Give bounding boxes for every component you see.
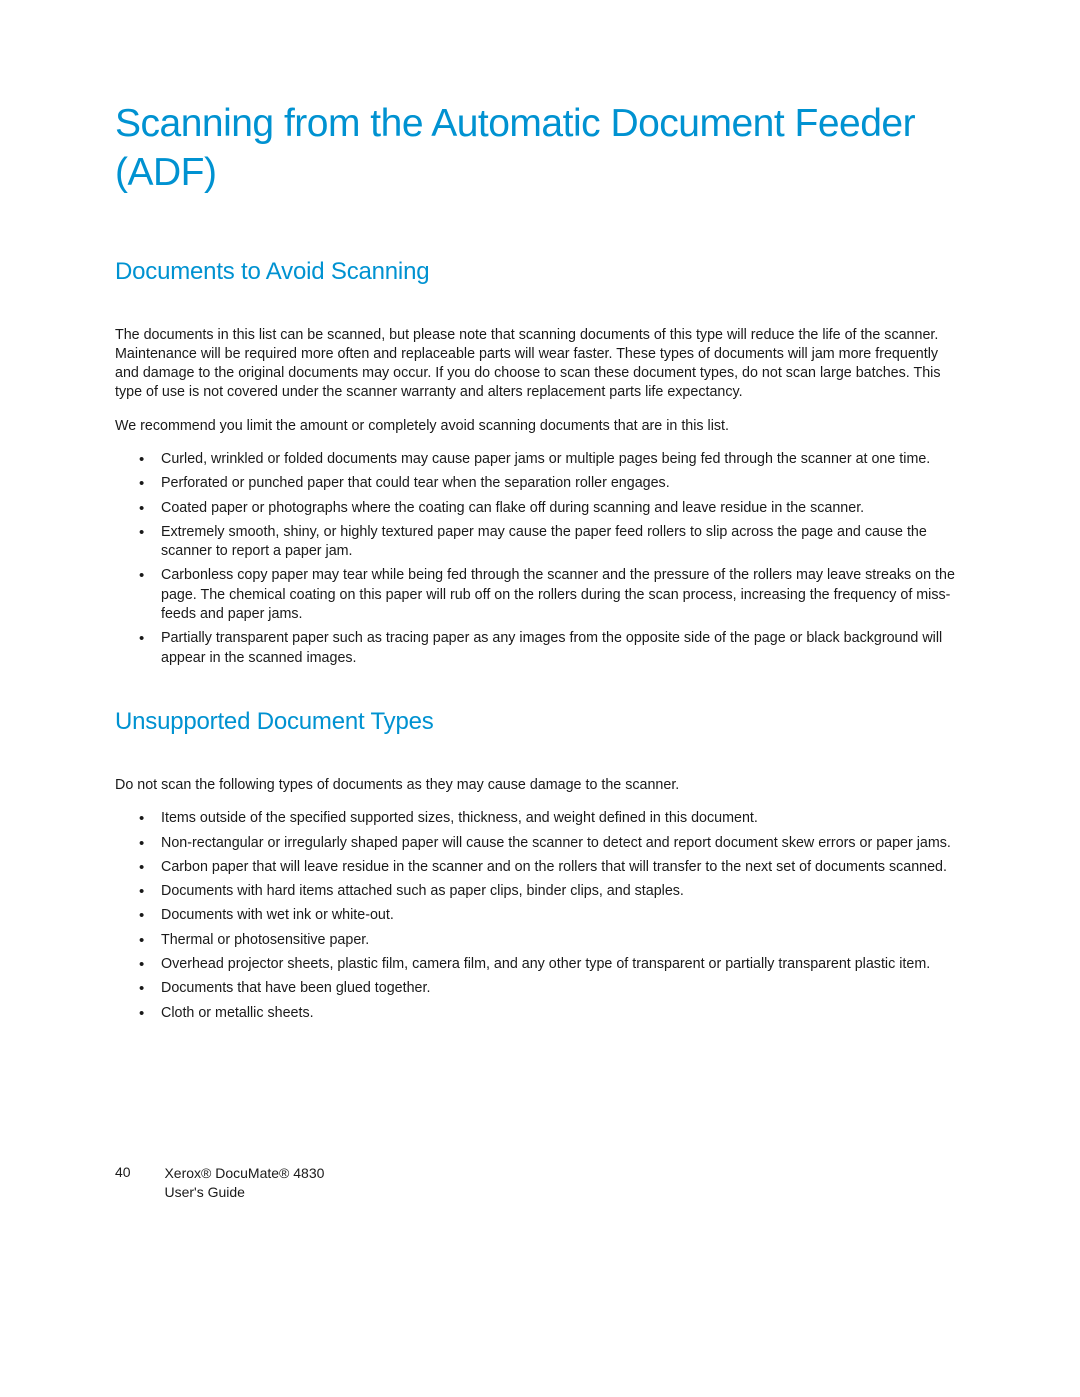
- list-item: Carbon paper that will leave residue in …: [161, 858, 965, 877]
- list-item: Carbonless copy paper may tear while bei…: [161, 566, 965, 624]
- page-title: Scanning from the Automatic Document Fee…: [115, 100, 965, 198]
- list-item: Documents with wet ink or white-out.: [161, 906, 965, 925]
- list-item: Partially transparent paper such as trac…: [161, 629, 965, 668]
- avoid-intro-para-2: We recommend you limit the amount or com…: [115, 417, 965, 436]
- list-item: Overhead projector sheets, plastic film,…: [161, 955, 965, 974]
- list-item: Coated paper or photographs where the co…: [161, 499, 965, 518]
- list-item: Thermal or photosensitive paper.: [161, 931, 965, 950]
- section-heading-avoid: Documents to Avoid Scanning: [115, 258, 965, 286]
- list-item: Items outside of the specified supported…: [161, 809, 965, 828]
- list-item: Cloth or metallic sheets.: [161, 1004, 965, 1023]
- document-page: Scanning from the Automatic Document Fee…: [0, 0, 1080, 1088]
- avoid-intro-para-1: The documents in this list can be scanne…: [115, 326, 965, 403]
- product-footer: Xerox® DocuMate® 4830 User's Guide: [164, 1164, 324, 1202]
- unsupported-bullet-list: Items outside of the specified supported…: [115, 809, 965, 1023]
- product-line-2: User's Guide: [164, 1184, 244, 1200]
- page-number: 40: [115, 1164, 131, 1180]
- section-heading-unsupported: Unsupported Document Types: [115, 708, 965, 736]
- list-item: Non-rectangular or irregularly shaped pa…: [161, 834, 965, 853]
- page-footer: 40 Xerox® DocuMate® 4830 User's Guide: [115, 1164, 324, 1202]
- list-item: Documents with hard items attached such …: [161, 882, 965, 901]
- avoid-bullet-list: Curled, wrinkled or folded documents may…: [115, 450, 965, 668]
- list-item: Documents that have been glued together.: [161, 979, 965, 998]
- unsupported-intro-para: Do not scan the following types of docum…: [115, 776, 965, 795]
- list-item: Perforated or punched paper that could t…: [161, 474, 965, 493]
- list-item: Extremely smooth, shiny, or highly textu…: [161, 523, 965, 562]
- product-line-1: Xerox® DocuMate® 4830: [164, 1165, 324, 1181]
- list-item: Curled, wrinkled or folded documents may…: [161, 450, 965, 469]
